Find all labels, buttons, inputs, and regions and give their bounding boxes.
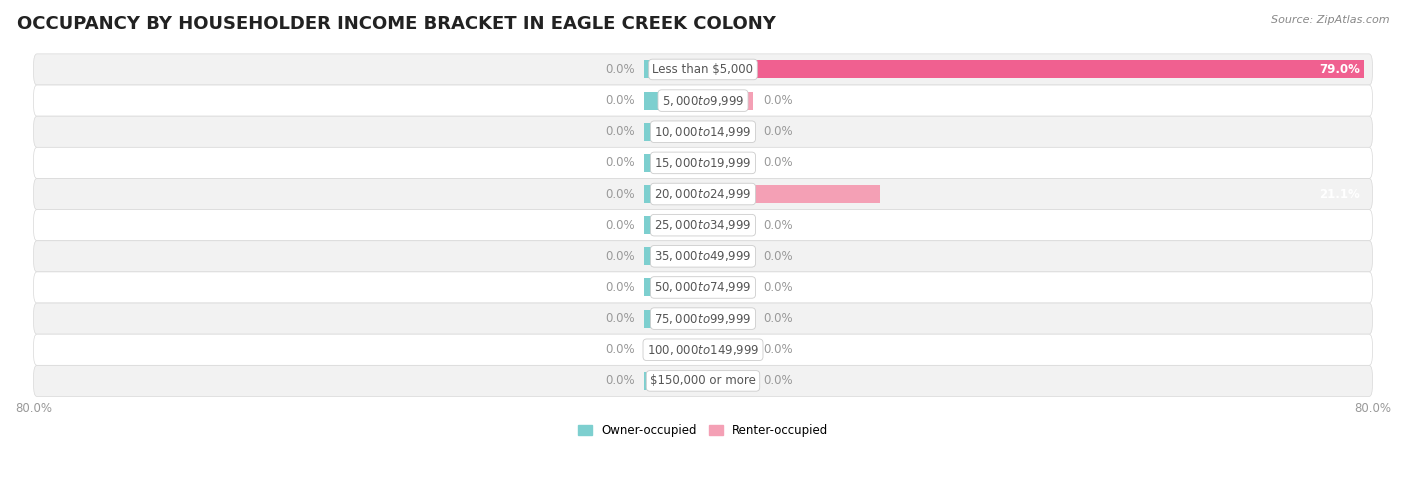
Bar [644, 91, 703, 110]
FancyBboxPatch shape [34, 272, 1372, 303]
Text: 79.0%: 79.0% [1319, 63, 1360, 76]
Text: 0.0%: 0.0% [605, 281, 634, 294]
FancyBboxPatch shape [34, 147, 1372, 178]
Text: 0.0%: 0.0% [605, 63, 634, 76]
Bar [644, 341, 703, 359]
FancyBboxPatch shape [34, 241, 1372, 272]
Text: 0.0%: 0.0% [605, 250, 634, 263]
FancyBboxPatch shape [34, 209, 1372, 241]
Text: 0.0%: 0.0% [763, 281, 793, 294]
Bar [703, 91, 752, 110]
Legend: Owner-occupied, Renter-occupied: Owner-occupied, Renter-occupied [572, 419, 834, 442]
Text: $20,000 to $24,999: $20,000 to $24,999 [654, 187, 752, 201]
Text: 0.0%: 0.0% [763, 312, 793, 325]
Bar [703, 278, 752, 296]
Bar [703, 60, 1364, 78]
Bar [644, 310, 703, 328]
Text: Less than $5,000: Less than $5,000 [652, 63, 754, 76]
Text: 0.0%: 0.0% [605, 219, 634, 232]
Bar [703, 341, 752, 359]
Text: 0.0%: 0.0% [763, 156, 793, 170]
Text: $5,000 to $9,999: $5,000 to $9,999 [662, 94, 744, 107]
Text: 0.0%: 0.0% [605, 125, 634, 138]
Text: $35,000 to $49,999: $35,000 to $49,999 [654, 249, 752, 263]
Text: 0.0%: 0.0% [605, 94, 634, 107]
Text: $10,000 to $14,999: $10,000 to $14,999 [654, 125, 752, 139]
Bar [644, 154, 703, 172]
Text: 21.1%: 21.1% [1319, 188, 1360, 201]
Text: $100,000 to $149,999: $100,000 to $149,999 [647, 343, 759, 357]
Bar [703, 185, 880, 203]
Bar [644, 185, 703, 203]
Text: 0.0%: 0.0% [763, 343, 793, 356]
Text: 0.0%: 0.0% [605, 343, 634, 356]
FancyBboxPatch shape [34, 365, 1372, 397]
FancyBboxPatch shape [34, 303, 1372, 334]
Bar [703, 310, 752, 328]
FancyBboxPatch shape [34, 85, 1372, 116]
Text: Source: ZipAtlas.com: Source: ZipAtlas.com [1271, 15, 1389, 25]
Text: 0.0%: 0.0% [763, 125, 793, 138]
Bar [644, 278, 703, 296]
Bar [703, 216, 752, 234]
Text: 0.0%: 0.0% [605, 312, 634, 325]
Text: 0.0%: 0.0% [763, 94, 793, 107]
Bar [644, 372, 703, 390]
Bar [644, 60, 703, 78]
Text: $15,000 to $19,999: $15,000 to $19,999 [654, 156, 752, 170]
Text: $75,000 to $99,999: $75,000 to $99,999 [654, 312, 752, 326]
Text: 0.0%: 0.0% [605, 188, 634, 201]
Text: 0.0%: 0.0% [605, 374, 634, 387]
Bar [703, 247, 752, 265]
Text: OCCUPANCY BY HOUSEHOLDER INCOME BRACKET IN EAGLE CREEK COLONY: OCCUPANCY BY HOUSEHOLDER INCOME BRACKET … [17, 15, 776, 33]
Bar [703, 122, 752, 141]
Text: 0.0%: 0.0% [763, 374, 793, 387]
Text: $50,000 to $74,999: $50,000 to $74,999 [654, 280, 752, 295]
Bar [703, 372, 752, 390]
FancyBboxPatch shape [34, 54, 1372, 85]
FancyBboxPatch shape [34, 334, 1372, 365]
Bar [703, 154, 752, 172]
Text: 0.0%: 0.0% [605, 156, 634, 170]
Text: 0.0%: 0.0% [763, 219, 793, 232]
Bar [644, 247, 703, 265]
Text: $25,000 to $34,999: $25,000 to $34,999 [654, 218, 752, 232]
FancyBboxPatch shape [34, 178, 1372, 209]
FancyBboxPatch shape [34, 116, 1372, 147]
Text: 0.0%: 0.0% [763, 250, 793, 263]
Bar [644, 122, 703, 141]
Bar [644, 216, 703, 234]
Text: $150,000 or more: $150,000 or more [650, 374, 756, 387]
